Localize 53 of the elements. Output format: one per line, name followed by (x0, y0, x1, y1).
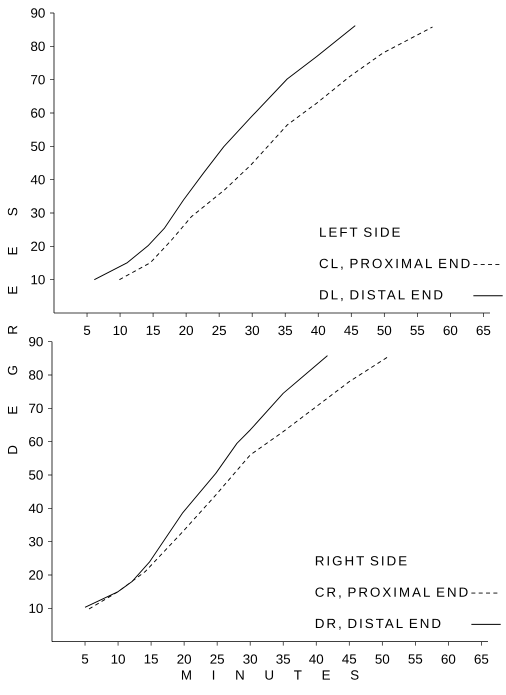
y-tick-label: 80 (29, 370, 43, 380)
x-tick-label: 55 (408, 654, 422, 664)
y-tick-label: 40 (30, 174, 45, 184)
x-tick-label: 15 (144, 654, 158, 664)
x-tick-label: 10 (112, 654, 125, 664)
x-tick-label: 50 (377, 326, 392, 336)
line-series (118, 26, 433, 280)
y-tick-label: 60 (29, 436, 43, 446)
x-tick-label: 65 (476, 326, 490, 336)
x-tick-label: 60 (444, 326, 458, 336)
x-axis-title: M I N U T E S (182, 670, 358, 680)
x-tick-label: 10 (114, 326, 127, 336)
x-tick-label: 60 (442, 654, 456, 664)
legend-label: CL, PROXIMAL END (320, 258, 470, 270)
y-tick-label: 70 (31, 74, 45, 84)
y-tick-label: 30 (30, 208, 45, 218)
x-tick-label: 50 (375, 654, 390, 664)
y-tick-label: 60 (31, 108, 45, 118)
y-tick-label: 80 (31, 42, 45, 52)
legend-label: CR, PROXIMAL END (315, 587, 468, 598)
y-tick-label: 40 (28, 504, 43, 514)
x-tick-label: 40 (311, 326, 326, 336)
x-tick-label: 15 (146, 326, 160, 336)
legend-title: RIGHT SIDE (316, 556, 407, 566)
y-tick-label: 10 (31, 274, 45, 284)
y-tick-label: 30 (28, 536, 43, 546)
y-tick-label: 90 (29, 336, 43, 346)
x-tick-label: 45 (344, 326, 358, 336)
x-tick-label: 25 (212, 326, 226, 336)
x-tick-label: 35 (278, 326, 292, 336)
x-tick-label: 45 (342, 654, 356, 664)
legend-label: DR, DISTAL END (316, 618, 440, 630)
y-tick-label: 50 (31, 142, 45, 152)
x-tick-label: 55 (410, 326, 424, 336)
y-tick-label: 20 (31, 242, 45, 252)
legend-label: DL, DISTAL END (320, 290, 442, 302)
x-tick-label: 65 (474, 654, 488, 664)
legend-title: LEFT SIDE (320, 227, 400, 237)
y-tick-label: 90 (31, 8, 45, 18)
y-tick-label: 50 (29, 470, 43, 480)
x-tick-label: 40 (309, 654, 324, 664)
x-tick-label: 30 (243, 654, 258, 664)
x-tick-label: 25 (210, 654, 224, 664)
x-tick-label: 5 (82, 654, 88, 664)
x-tick-label: 30 (245, 326, 260, 336)
x-tick-label: 20 (177, 654, 192, 664)
x-tick-label: 5 (84, 326, 90, 336)
y-axis-title: D E G R E E S (8, 208, 18, 454)
y-tick-label: 10 (29, 604, 43, 614)
y-tick-label: 70 (29, 404, 43, 414)
x-tick-label: 20 (179, 326, 194, 336)
y-tick-label: 20 (29, 570, 43, 580)
x-tick-label: 35 (276, 654, 290, 664)
